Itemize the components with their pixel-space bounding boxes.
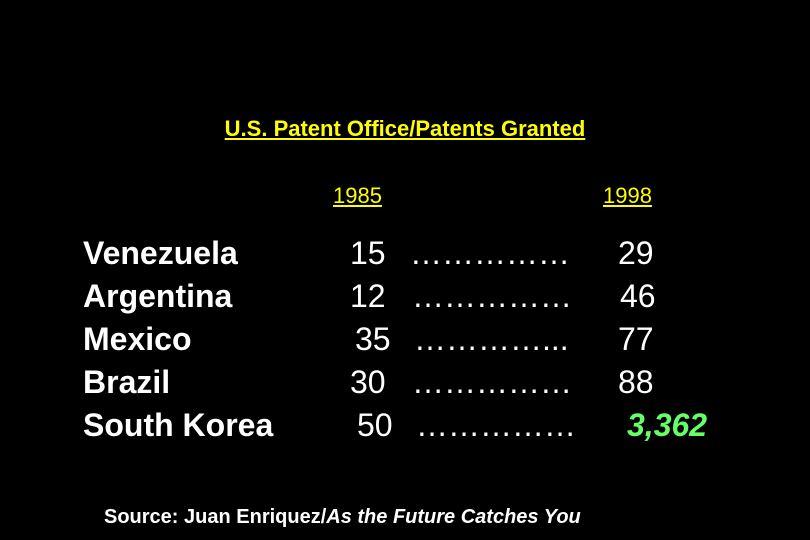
value-1985: 12 [350, 278, 386, 314]
value-1985: 50 [357, 407, 393, 443]
value-1998: 29 [618, 235, 654, 271]
dot-leader: …………… [412, 364, 572, 400]
value-1985: 30 [350, 364, 386, 400]
value-1998-highlight: 3,362 [627, 407, 708, 443]
value-1998: 77 [618, 321, 654, 357]
dot-leader: …………… [410, 235, 570, 271]
country-label: Argentina [83, 278, 233, 314]
country-label: Mexico [83, 321, 192, 357]
source-prefix: Source: Juan Enriquez/ [104, 506, 327, 528]
value-1998: 46 [620, 278, 656, 314]
dot-leader: …………... [414, 321, 569, 357]
value-1998: 88 [618, 364, 654, 400]
value-1985: 35 [355, 321, 391, 357]
value-1985: 15 [350, 235, 386, 271]
dot-leader: …………… [416, 407, 576, 443]
column-header-1998: 1998 [603, 183, 652, 208]
table-title: U.S. Patent Office/Patents Granted [224, 116, 586, 141]
source-book-title: As the Future Catches You [326, 506, 581, 528]
source-note: Source: Juan Enriquez/As the Future Catc… [104, 506, 581, 529]
column-header-1985: 1985 [333, 183, 382, 208]
country-label: Brazil [83, 364, 171, 400]
country-label: South Korea [83, 407, 274, 443]
country-label: Venezuela [83, 235, 238, 271]
dot-leader: …………… [412, 278, 572, 314]
